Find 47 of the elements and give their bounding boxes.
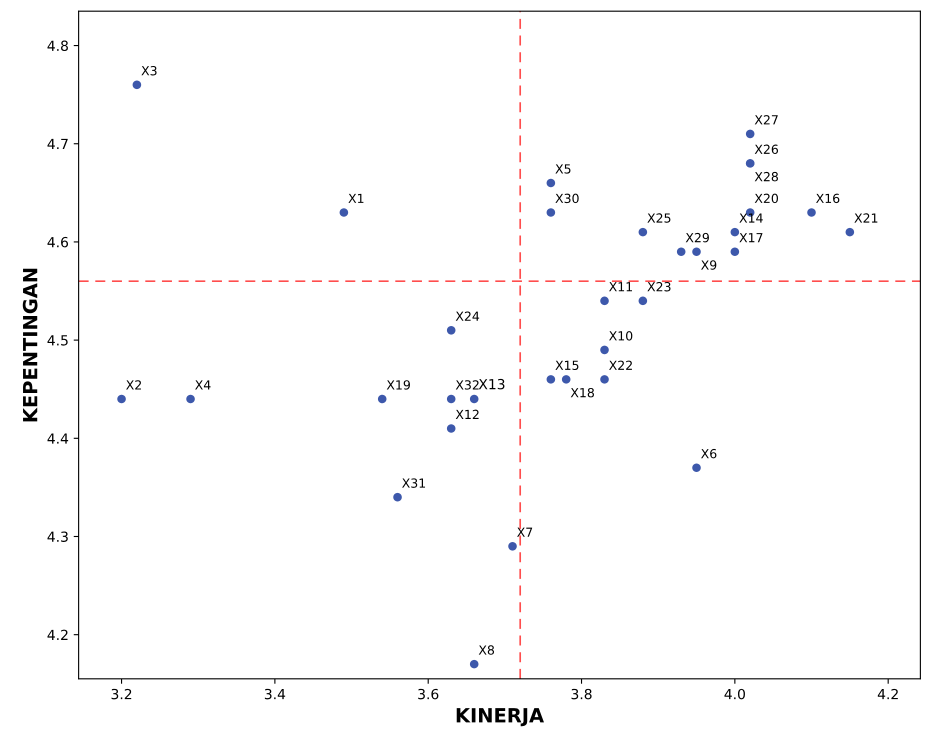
annotation: X3 [141,66,157,76]
annotation: X1 [348,194,364,203]
y-tick-label: 4.8 [47,40,68,52]
y-tick-label: 4.3 [47,531,68,542]
y-tick-label: 4.7 [47,138,68,150]
y-axis-title: KEPENTINGAN [22,268,38,422]
annotation: X26 [754,144,778,154]
x-tick-label: 3.2 [112,688,132,700]
annotation: X12 [456,410,479,419]
x-tick-label: 4.2 [878,688,898,700]
annotation: X8 [478,645,494,655]
annotation: X14 [739,213,763,223]
annotation: X31 [402,478,426,488]
annotation: X5 [555,164,570,174]
annotation: X13 [478,378,504,390]
annotation: X4 [195,380,211,390]
annotation: X20 [754,194,778,204]
annotation: X9 [701,260,716,270]
annotation: X17 [739,233,762,242]
annotation: X6 [701,448,716,458]
annotation: X29 [686,232,709,242]
annotation: X30 [555,194,579,204]
annotation: X18 [570,388,594,398]
annotation: X24 [456,311,480,321]
annotation: X25 [647,213,670,223]
annotation: X28 [754,172,778,182]
x-axis-title: KINERJA [456,708,544,726]
annotation: X16 [816,194,840,204]
annotation: X32 [456,380,479,390]
x-tick-label: 4.0 [724,688,745,700]
x-tick-label: 3.4 [264,688,286,700]
x-tick-label: 3.8 [572,688,592,700]
y-tick-label: 4.6 [47,236,68,248]
annotation: X15 [555,360,578,370]
y-tick-label: 4.4 [47,433,68,444]
annotation: X23 [647,282,670,292]
annotation: X10 [609,331,632,341]
annotation: X11 [609,282,632,292]
annotation: X19 [386,380,410,390]
x-tick-label: 3.6 [418,688,438,700]
y-tick-label: 4.2 [47,630,68,640]
annotation: X22 [609,360,632,370]
annotation: X7 [517,528,532,537]
annotation: X27 [754,115,778,124]
annotation: X21 [854,213,878,223]
annotation: X2 [126,380,141,390]
y-tick-label: 4.5 [47,335,68,346]
